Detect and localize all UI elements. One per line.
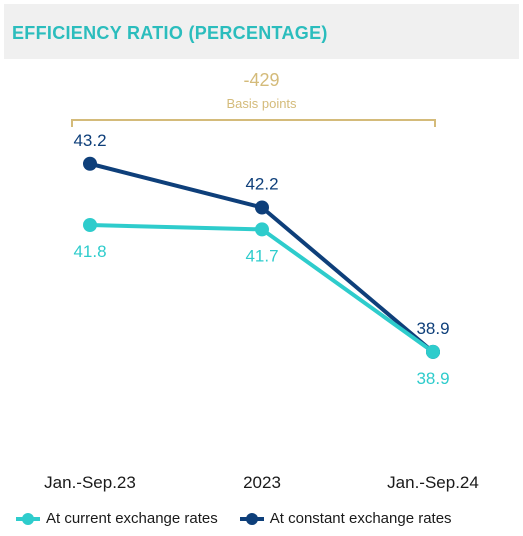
data-point-constant-1 (255, 200, 269, 215)
data-label-constant-1: 42.2 (245, 175, 278, 194)
basis-points-value: -429 (243, 70, 280, 90)
title-bar: EFFICIENCY RATIO (PERCENTAGE) (4, 4, 519, 59)
data-point-current-2 (426, 344, 440, 359)
data-label-constant-0: 43.2 (73, 131, 106, 150)
x-tick-label-0: Jan.-Sep.23 (44, 473, 136, 492)
data-point-current-0 (83, 218, 97, 232)
legend-dot-constant (245, 512, 258, 525)
x-tick-label-1: 2023 (243, 473, 281, 492)
data-point-current-1 (255, 222, 269, 237)
data-label-constant-2: 38.9 (416, 319, 449, 338)
legend-label-constant: At constant exchange rates (269, 510, 452, 527)
x-tick-label-2: Jan.-Sep.24 (387, 473, 479, 492)
legend-item-current: At current exchange rates (16, 510, 218, 527)
legend-item-constant: At constant exchange rates (239, 510, 452, 527)
series-line-current (89, 223, 435, 354)
data-label-current-1: 41.7 (245, 246, 278, 265)
legend: At current exchange rates At constant ex… (16, 510, 474, 527)
legend-swatch-current (16, 512, 40, 526)
data-label-current-0: 41.8 (73, 242, 106, 261)
data-point-constant-0 (83, 156, 97, 171)
data-label-current-2: 38.9 (416, 369, 449, 388)
annotation-bracket (71, 119, 436, 127)
legend-swatch-constant (239, 512, 264, 526)
legend-label-current: At current exchange rates (46, 510, 218, 527)
legend-dot-current (22, 512, 34, 525)
chart-title: EFFICIENCY RATIO (PERCENTAGE) (12, 23, 328, 43)
basis-points-label: Basis points (226, 96, 297, 111)
